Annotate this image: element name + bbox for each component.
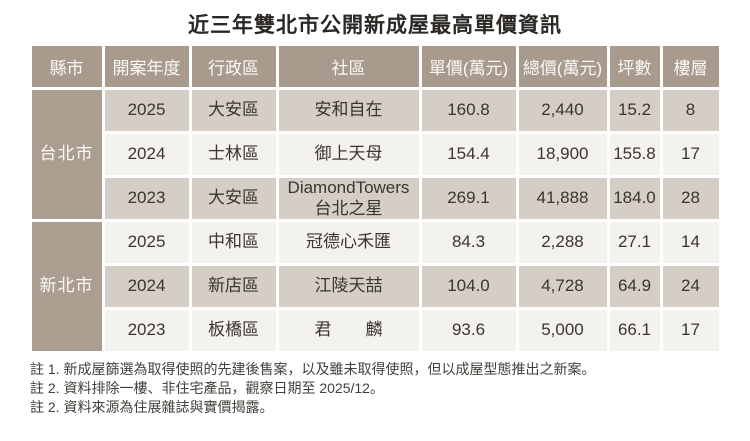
- table-row: 新北市 2025 中和區 冠德心禾匯 84.3 2,288 27.1 14: [31, 222, 719, 351]
- cell-unit-price: 160.8: [421, 90, 516, 131]
- cell-total-price: 18,900: [518, 134, 607, 175]
- cell-community: 江陵天喆: [278, 266, 419, 307]
- table-row: 2024 士林區 御上天母 154.4 18,900 155.8 17: [32, 134, 719, 175]
- cell-year: 2024: [104, 134, 189, 175]
- cell-ping: 155.8: [609, 134, 660, 175]
- cell-ping: 66.1: [609, 310, 660, 351]
- table-row: 2023 大安區 DiamondTowers 台北之星 269.1 41,888…: [32, 178, 719, 219]
- cell-floor: 17: [662, 134, 719, 175]
- page-title: 近三年雙北市公開新成屋最高單價資訊: [188, 14, 562, 37]
- cell-ping: 184.0: [609, 178, 660, 219]
- footnote-2: 註 2. 資料排除一樓、非住宅產品，觀察日期至 2025/12。: [30, 380, 384, 396]
- cell-total-price: 4,728: [518, 266, 607, 307]
- cell-year: 2023: [104, 310, 189, 351]
- city-cell-new-taipei: 新北市: [31, 222, 102, 351]
- header-ping: 坪數: [609, 46, 660, 87]
- cell-year: 2024: [104, 266, 189, 307]
- header-year: 開案年度: [104, 46, 189, 87]
- cell-total-price: 5,000: [518, 310, 607, 351]
- cell-community: DiamondTowers 台北之星: [278, 178, 419, 219]
- cell-community: 冠德心禾匯: [278, 222, 419, 263]
- header-city: 縣市: [31, 46, 102, 87]
- cell-unit-price: 154.4: [421, 134, 516, 175]
- cell-ping: 15.2: [609, 90, 660, 131]
- cell-year: 2025: [104, 90, 189, 131]
- cell-floor: 8: [662, 90, 719, 131]
- table-row: 2023 板橋區 君 麟 93.6 5,000 66.1 17: [32, 310, 719, 351]
- cell-unit-price: 93.6: [421, 310, 516, 351]
- cell-district: 板橋區: [191, 310, 276, 351]
- header-total-price: 總價(萬元): [518, 46, 607, 87]
- cell-ping: 64.9: [609, 266, 660, 307]
- cell-year: 2023: [104, 178, 189, 219]
- header-community: 社區: [278, 46, 419, 87]
- cell-floor: 28: [662, 178, 719, 219]
- cell-year: 2025: [104, 222, 189, 263]
- cell-total-price: 41,888: [518, 178, 607, 219]
- cell-floor: 14: [662, 222, 719, 263]
- footnote-1: 註 1. 新成屋篩選為取得使照的先建後售案，以及雖未取得使照，但以成屋型態推出之…: [30, 361, 596, 377]
- cell-community: 安和自在: [278, 90, 419, 131]
- cell-district: 大安區: [191, 178, 276, 219]
- cell-community: 御上天母: [278, 134, 419, 175]
- footnotes: 註 1. 新成屋篩選為取得使照的先建後售案，以及雖未取得使照，但以成屋型態推出之…: [30, 360, 750, 417]
- table-row: 台北市 2025 大安區 安和自在 160.8 2,440 15.2 8: [31, 90, 719, 219]
- header-district: 行政區: [191, 46, 276, 87]
- cell-total-price: 2,440: [518, 90, 607, 131]
- cell-unit-price: 84.3: [421, 222, 516, 263]
- cell-community: 君 麟: [278, 310, 419, 351]
- cell-floor: 17: [662, 310, 719, 351]
- header-floor: 樓層: [662, 46, 719, 87]
- table-row: 2024 新店區 江陵天喆 104.0 4,728 64.9 24: [32, 266, 719, 307]
- cell-district: 士林區: [191, 134, 276, 175]
- cell-unit-price: 104.0: [421, 266, 516, 307]
- price-table: 縣市 開案年度 行政區 社區 單價(萬元) 總價(萬元) 坪數 樓層 台北市 2…: [29, 43, 722, 354]
- cell-unit-price: 269.1: [421, 178, 516, 219]
- footnote-3: 註 2. 資料來源為住展雜誌與實價揭露。: [30, 399, 274, 415]
- cell-floor: 24: [662, 266, 719, 307]
- cell-total-price: 2,288: [518, 222, 607, 263]
- table-header-row: 縣市 開案年度 行政區 社區 單價(萬元) 總價(萬元) 坪數 樓層: [31, 46, 719, 87]
- city-cell-taipei: 台北市: [31, 90, 102, 219]
- cell-ping: 27.1: [609, 222, 660, 263]
- cell-district: 大安區: [191, 90, 276, 131]
- cell-district: 中和區: [191, 222, 276, 263]
- header-unit-price: 單價(萬元): [421, 46, 516, 87]
- cell-district: 新店區: [191, 266, 276, 307]
